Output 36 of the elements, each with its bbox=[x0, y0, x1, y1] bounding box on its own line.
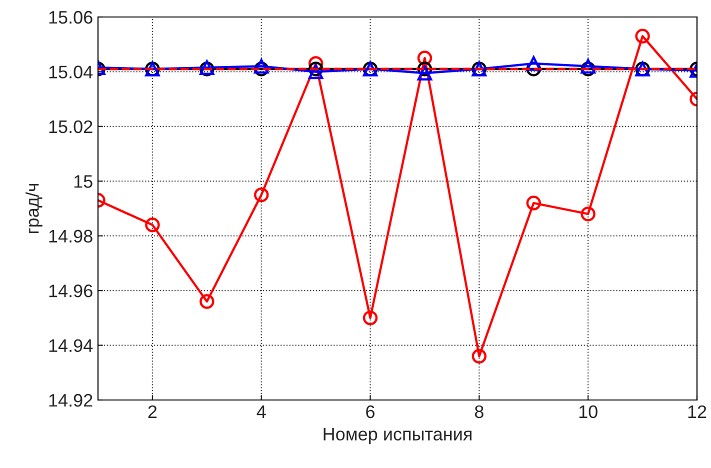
point bbox=[254, 62, 269, 76]
point bbox=[526, 196, 541, 210]
point bbox=[254, 187, 269, 202]
point bbox=[308, 62, 324, 76]
point bbox=[308, 64, 324, 80]
point bbox=[417, 62, 432, 76]
point bbox=[362, 310, 378, 326]
point bbox=[472, 348, 487, 364]
y-tick-label: 14.94 bbox=[49, 339, 93, 352]
point bbox=[417, 50, 432, 66]
point bbox=[580, 62, 596, 76]
y-axis-title: град/ч bbox=[26, 184, 42, 234]
y-tick-label: 15.02 bbox=[49, 120, 92, 134]
y-tick-label: 15 bbox=[74, 175, 92, 188]
x-tick-label: 10 bbox=[579, 405, 598, 418]
y-tick-label: 14.96 bbox=[49, 284, 92, 298]
y-tick-label: 15.06 bbox=[49, 10, 92, 24]
point bbox=[308, 56, 324, 71]
point bbox=[526, 56, 541, 71]
point bbox=[526, 62, 541, 76]
x-tick-label: 12 bbox=[688, 405, 706, 418]
point bbox=[200, 294, 214, 309]
point bbox=[417, 66, 432, 80]
y-tick-label: 14.98 bbox=[49, 230, 92, 243]
x-tick-label: 2 bbox=[148, 405, 157, 418]
y-tick-label: 15.04 bbox=[49, 66, 93, 78]
x-tick-label: 6 bbox=[366, 405, 374, 418]
y-tick-label: 14.92 bbox=[49, 394, 92, 407]
x-tick-label: 4 bbox=[256, 406, 266, 418]
point bbox=[580, 58, 596, 74]
x-axis-title: Номер испытания bbox=[324, 428, 472, 444]
point bbox=[254, 58, 269, 74]
point bbox=[145, 218, 160, 232]
x-tick-label: 8 bbox=[474, 405, 484, 418]
point bbox=[635, 28, 650, 44]
point bbox=[580, 206, 596, 222]
